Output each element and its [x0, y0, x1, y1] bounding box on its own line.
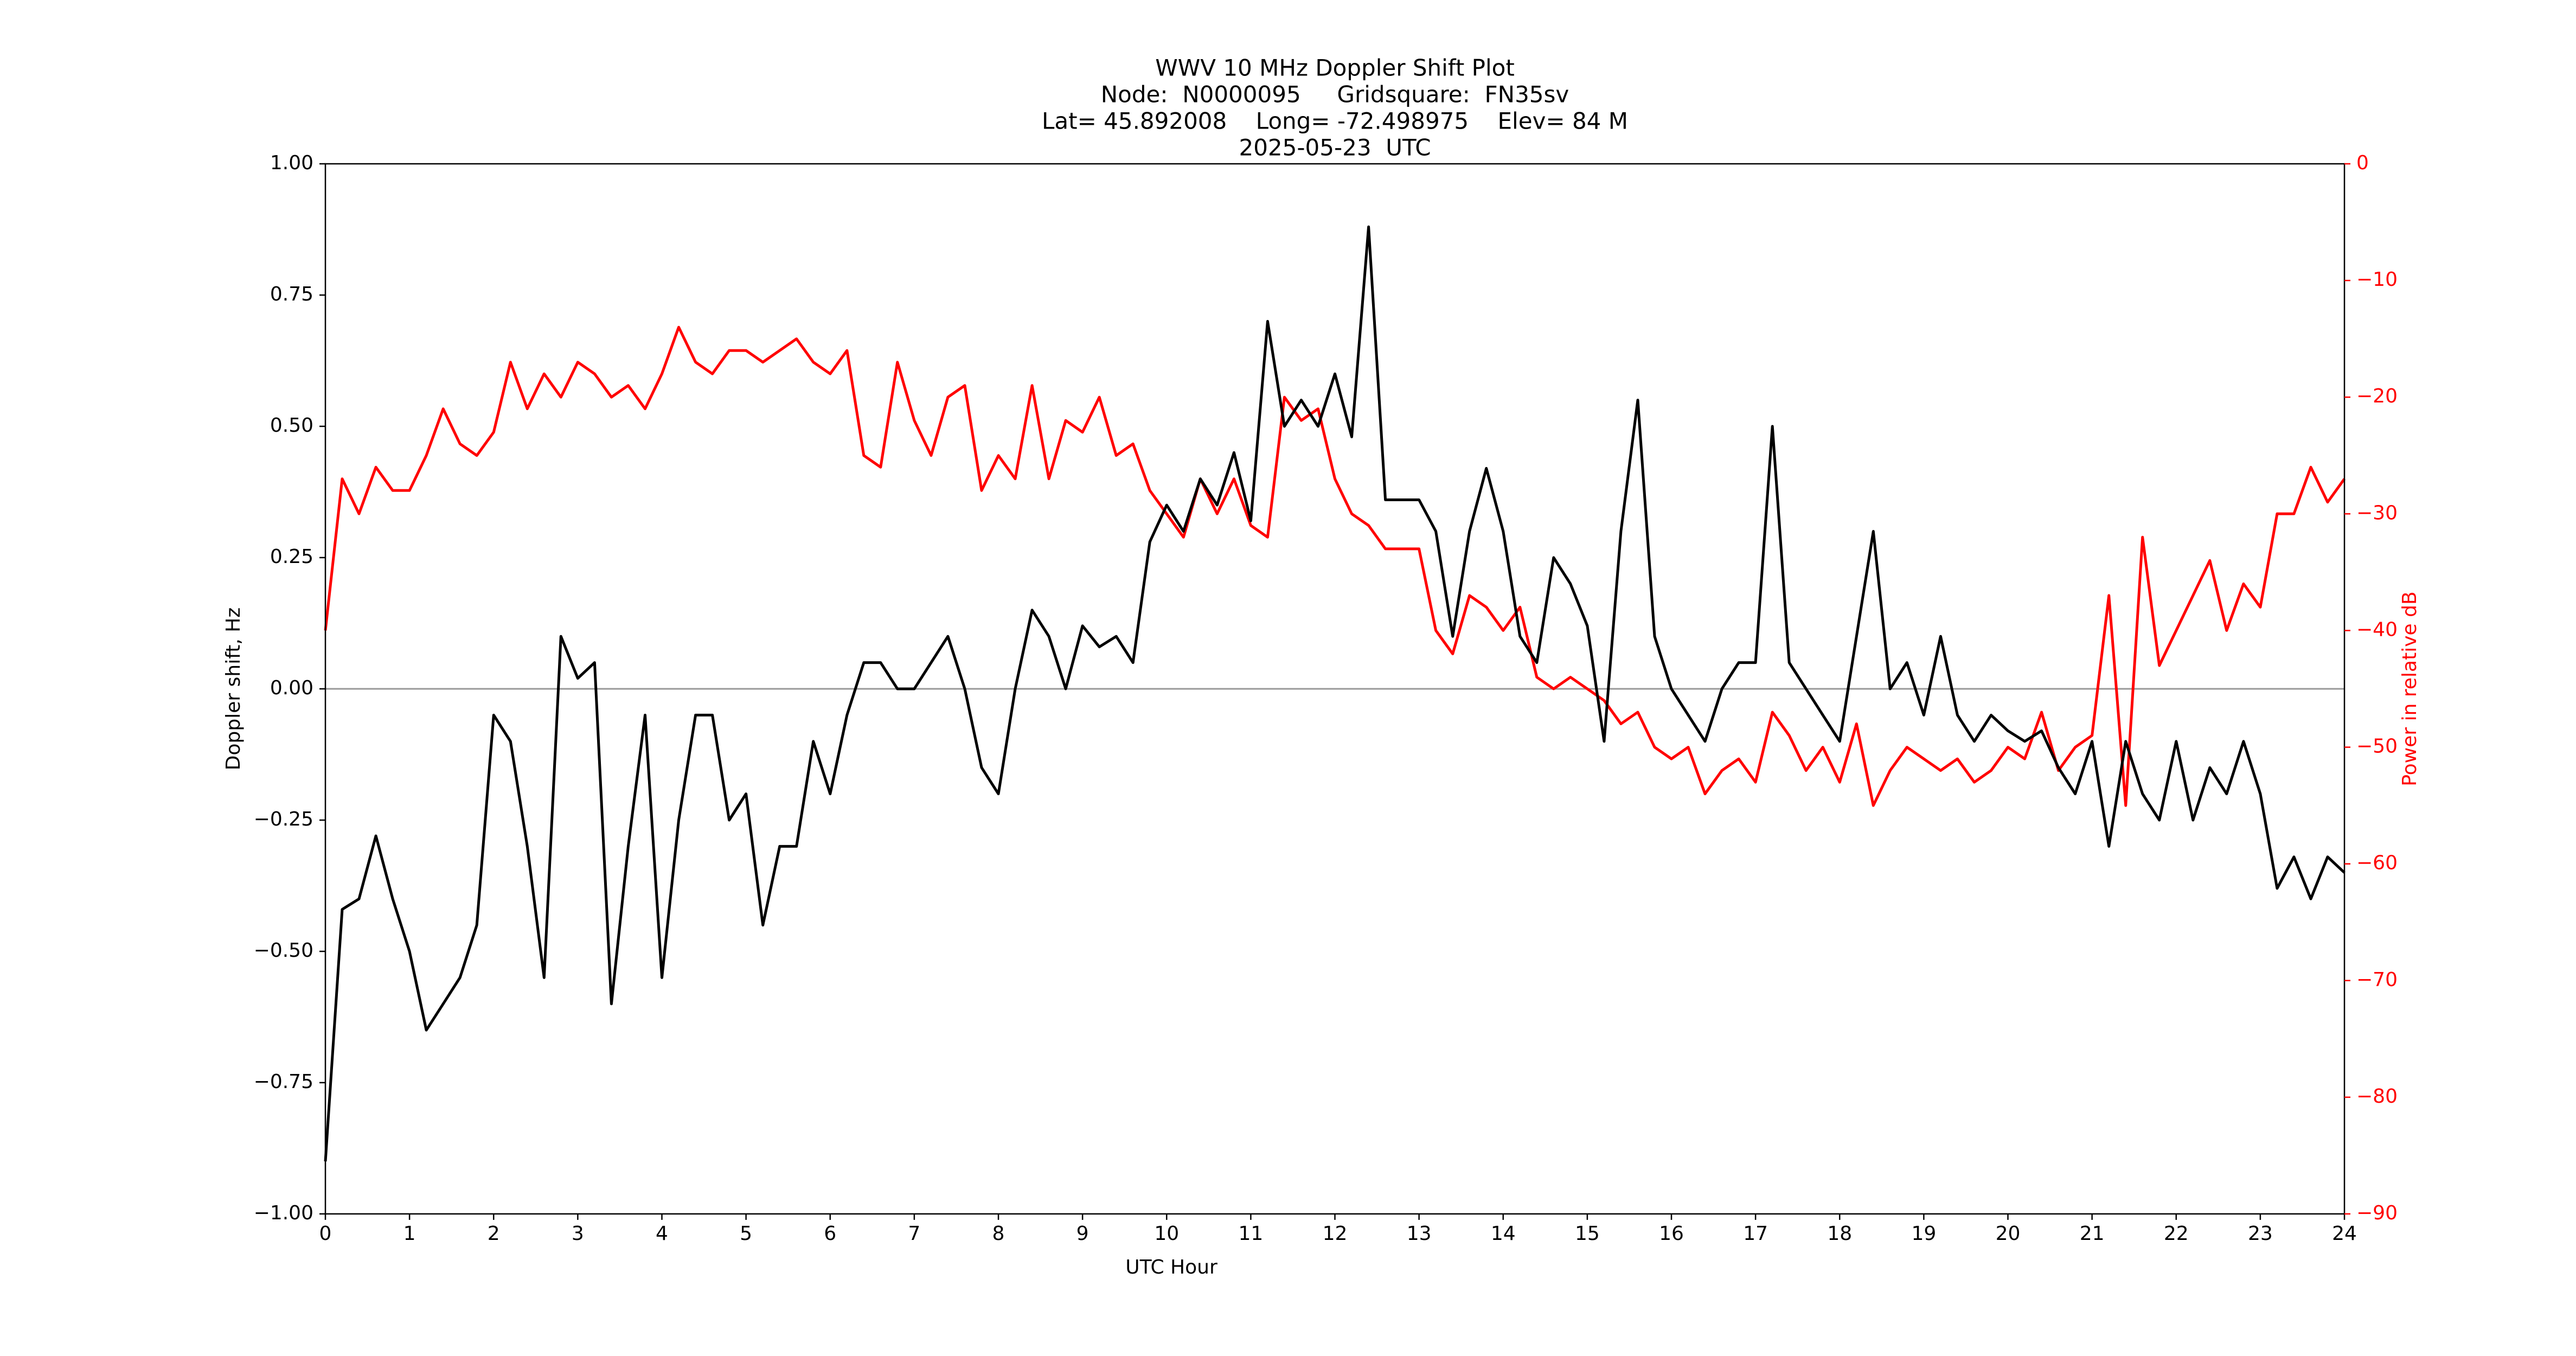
x-tick-label: 19 — [1911, 1223, 1936, 1245]
y-tick-label: 1.00 — [270, 152, 313, 174]
x-tick-label: 23 — [2248, 1223, 2273, 1245]
x-tick-label: 4 — [656, 1223, 668, 1245]
y-tick-label: −0.25 — [254, 808, 313, 830]
x-axis-label: UTC Hour — [1125, 1256, 1217, 1278]
x-tick-label: 15 — [1575, 1223, 1600, 1245]
x-tick-label: 6 — [824, 1223, 836, 1245]
y-tick-label: 0.75 — [270, 283, 313, 305]
x-tick-label: 12 — [1323, 1223, 1348, 1245]
y-tick-label: −0.50 — [254, 939, 313, 962]
y2-tick-label: −60 — [2356, 852, 2398, 874]
data-line — [324, 225, 2346, 1162]
y2-tick-label: −20 — [2356, 385, 2398, 407]
x-tick-label: 8 — [992, 1223, 1005, 1245]
x-tick-label: 3 — [572, 1223, 584, 1245]
x-tick-label: 1 — [403, 1223, 416, 1245]
y2-tick-label: −90 — [2356, 1202, 2398, 1224]
x-tick-label: 7 — [908, 1223, 920, 1245]
x-tick-label: 22 — [2164, 1223, 2189, 1245]
x-tick-label: 20 — [1996, 1223, 2021, 1245]
y2-tick-label: −40 — [2356, 618, 2398, 641]
y-tick-label: 0.25 — [270, 546, 313, 568]
y2-tick-label: −30 — [2356, 502, 2398, 524]
y2-tick-label: −80 — [2356, 1085, 2398, 1108]
x-tick-label: 10 — [1154, 1223, 1179, 1245]
x-tick-label: 2 — [488, 1223, 500, 1245]
x-tick-label: 5 — [740, 1223, 752, 1245]
chart-title: Lat= 45.892008 Long= -72.498975 Elev= 84… — [1042, 108, 1628, 135]
y2-axis-label: Power in relative dB — [2399, 591, 2421, 786]
y-tick-label: −0.75 — [254, 1071, 313, 1093]
x-tick-label: 21 — [2080, 1223, 2105, 1245]
chart-title: WWV 10 MHz Doppler Shift Plot — [1155, 55, 1515, 81]
x-tick-label: 11 — [1238, 1223, 1263, 1245]
x-tick-label: 16 — [1659, 1223, 1684, 1245]
data-line — [324, 325, 2346, 807]
y2-tick-label: 0 — [2356, 152, 2369, 174]
x-tick-label: 18 — [1827, 1223, 1852, 1245]
x-tick-label: 14 — [1491, 1223, 1516, 1245]
y-axis-label: Doppler shift, Hz — [222, 607, 245, 770]
x-tick-label: 17 — [1743, 1223, 1768, 1245]
y-tick-label: 0.00 — [270, 677, 313, 699]
x-tick-label: 24 — [2332, 1223, 2357, 1245]
y-tick-label: −1.00 — [254, 1202, 313, 1224]
x-tick-label: 13 — [1407, 1223, 1432, 1245]
chart-title: Node: N0000095 Gridsquare: FN35sv — [1101, 81, 1569, 108]
y-tick-label: 0.50 — [270, 414, 313, 437]
y2-tick-label: −50 — [2356, 735, 2398, 758]
x-tick-label: 9 — [1076, 1223, 1089, 1245]
chart-title: 2025-05-23 UTC — [1239, 135, 1431, 161]
y2-tick-label: −10 — [2356, 268, 2398, 291]
y2-tick-label: −70 — [2356, 969, 2398, 991]
x-tick-label: 0 — [319, 1223, 332, 1245]
